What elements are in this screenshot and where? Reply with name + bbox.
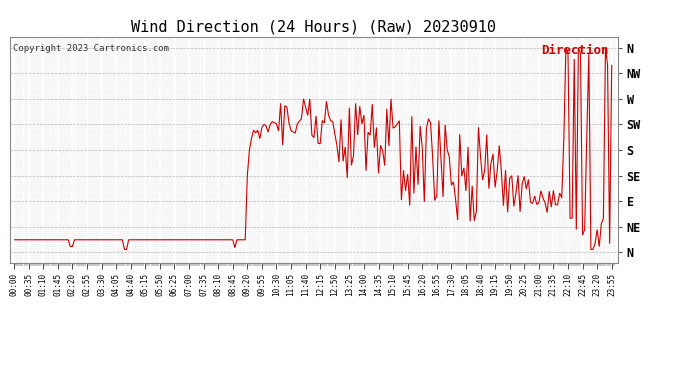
Text: Copyright 2023 Cartronics.com: Copyright 2023 Cartronics.com xyxy=(13,44,169,53)
Text: Direction: Direction xyxy=(541,44,609,57)
Title: Wind Direction (24 Hours) (Raw) 20230910: Wind Direction (24 Hours) (Raw) 20230910 xyxy=(132,20,496,35)
